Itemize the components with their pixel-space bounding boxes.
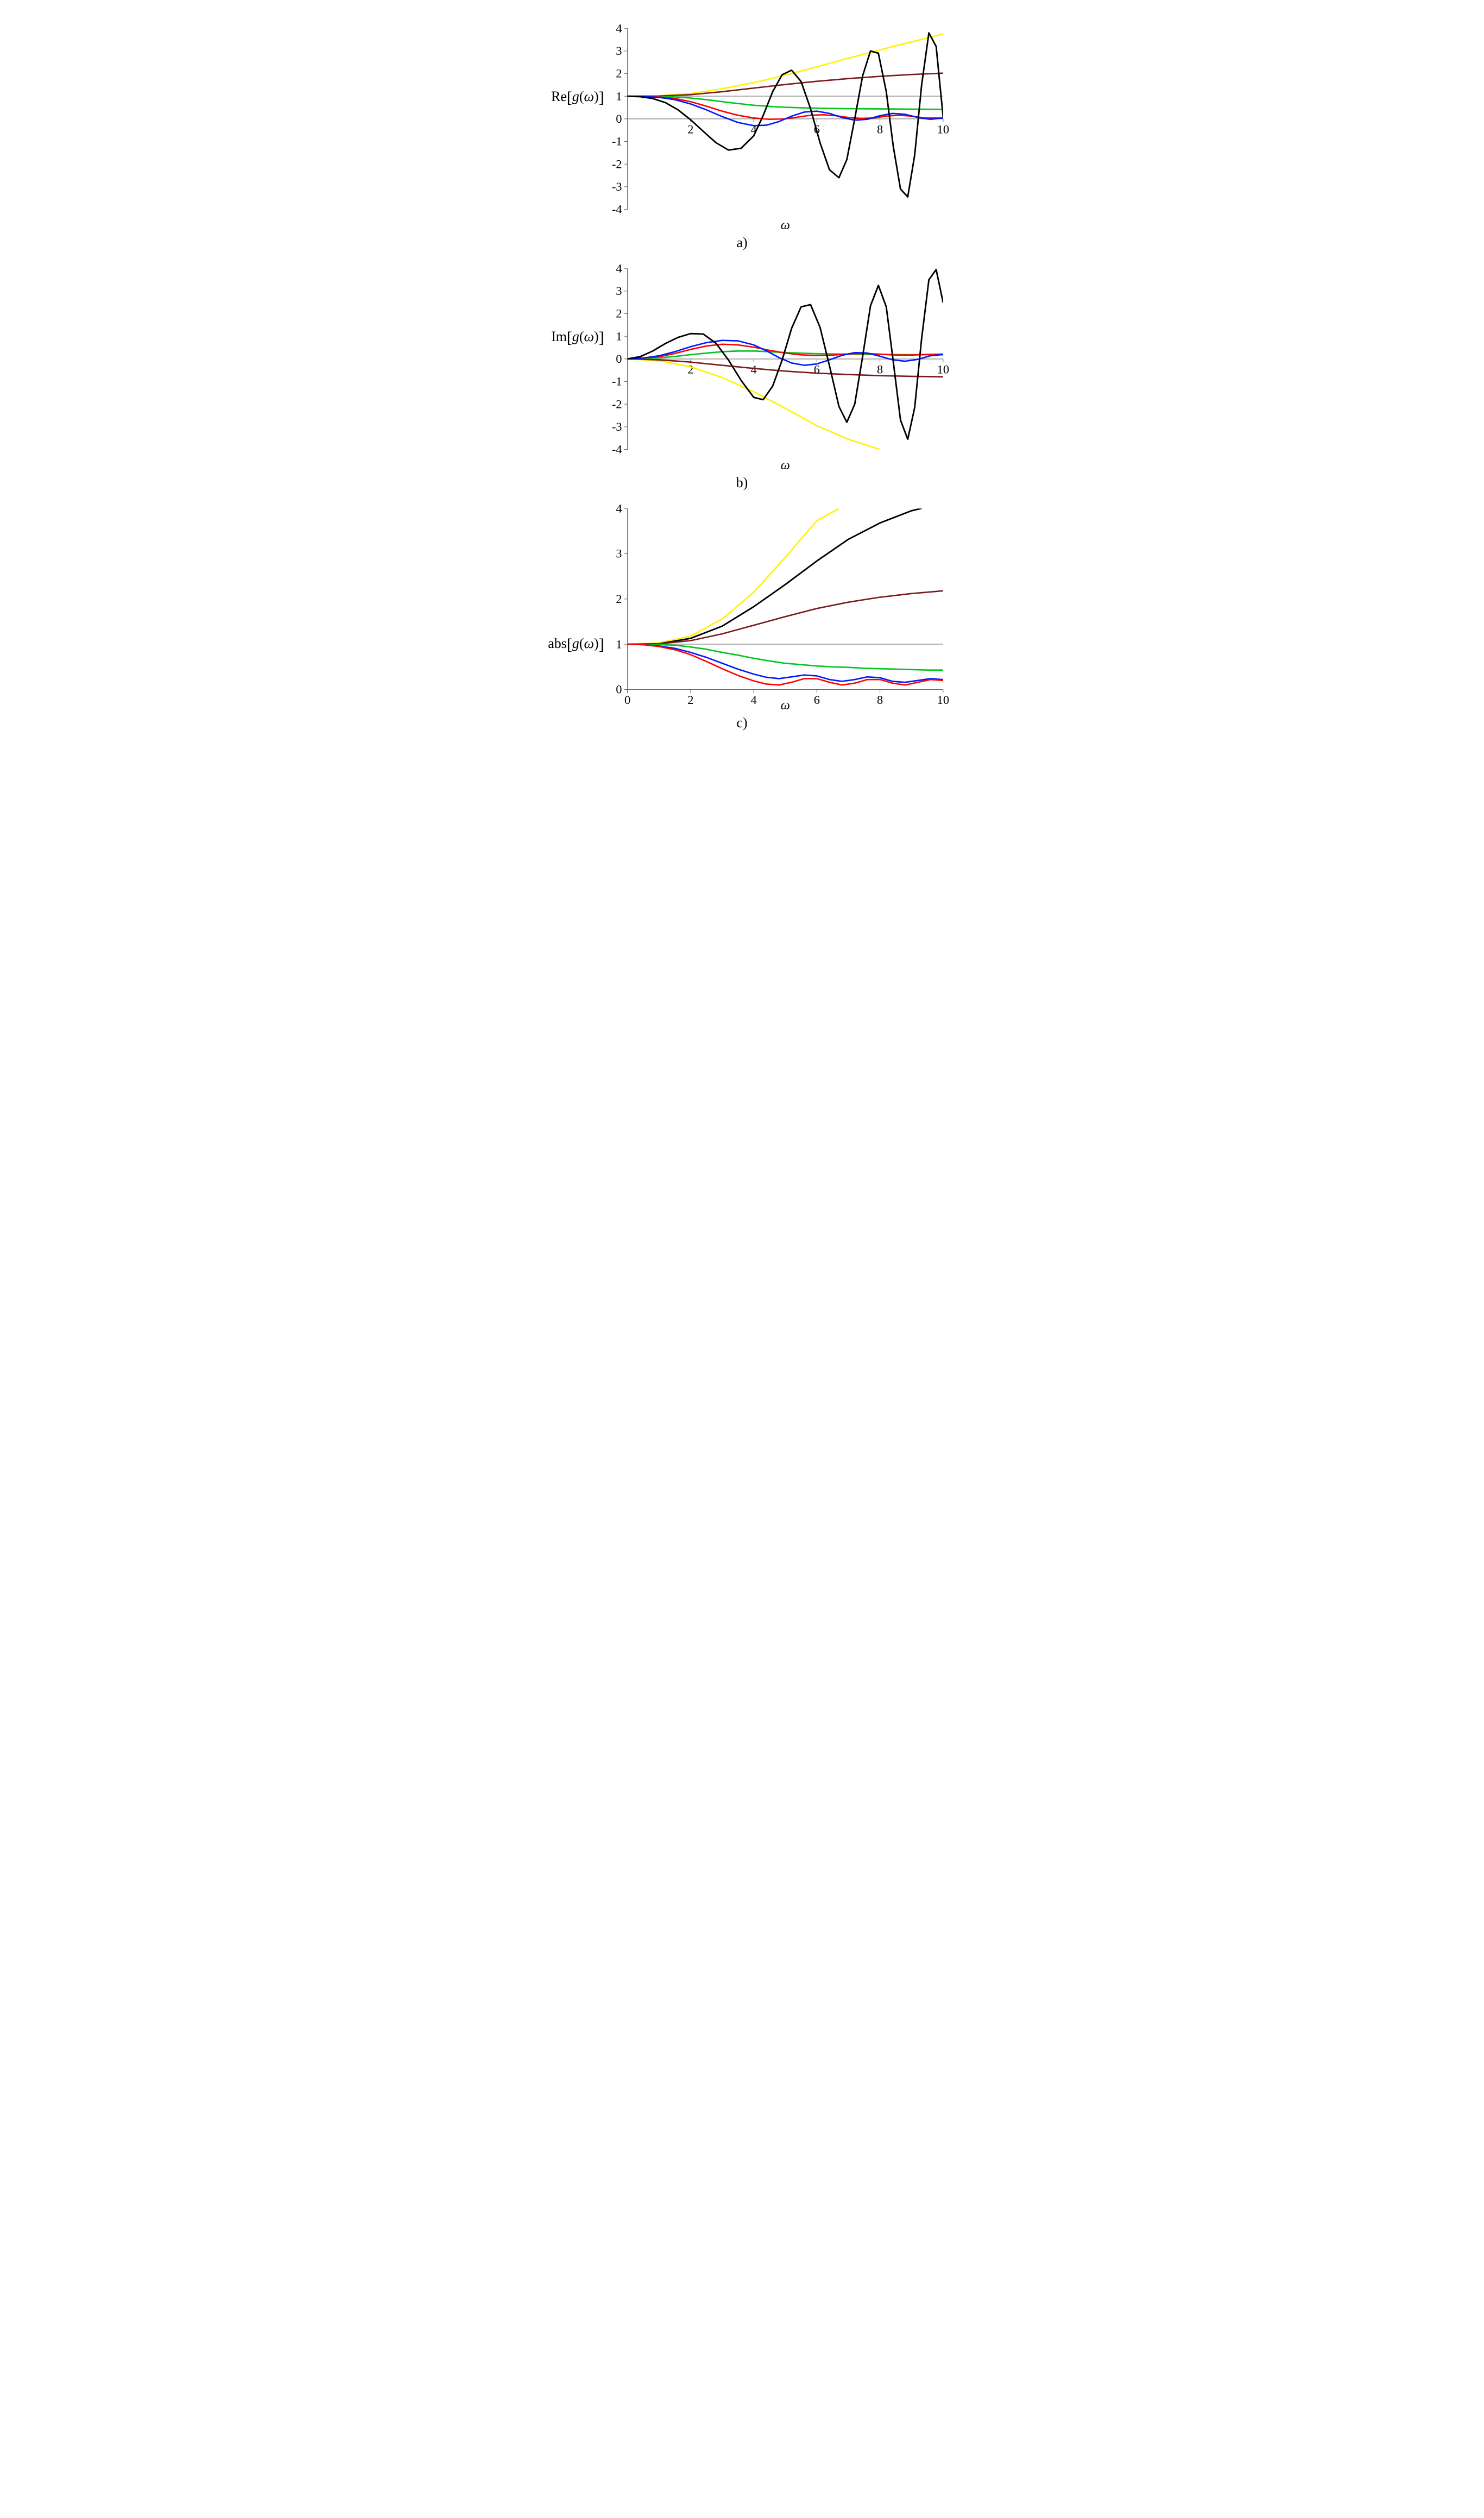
y-label-var: g — [572, 635, 579, 652]
x-tick-label: 2 — [687, 122, 693, 136]
y-tick-label: -4 — [611, 443, 622, 456]
y-label-prefix: Re — [551, 89, 567, 105]
series-red — [627, 644, 943, 685]
y-label-arg: ω — [584, 329, 593, 345]
bracket-close: ] — [599, 635, 604, 654]
x-label: ω — [780, 698, 790, 712]
panel-b-chart: -4-3-2-101234246810ω — [607, 262, 949, 471]
panel-c-chart: 0 1 2 3 4 0 2 4 6 8 10 ω — [607, 502, 949, 712]
series-darkred — [627, 359, 943, 377]
paren-open: ( — [579, 329, 584, 345]
x-label: ω — [780, 218, 790, 231]
paren-open: ( — [579, 89, 584, 105]
panel-b: Im[g(ω)]-4-3-2-101234246810ωb) — [536, 262, 949, 491]
chart-wrap: Re[g(ω)]-4-3-2-101234246810ω — [536, 22, 949, 231]
paren-open: ( — [579, 635, 584, 652]
svg-holder: 0 1 2 3 4 0 2 4 6 8 10 ω — [607, 502, 949, 712]
x-tick-label: 8 — [877, 362, 883, 376]
chart-wrap: Im[g(ω)]-4-3-2-101234246810ω — [536, 262, 949, 471]
panel-caption: c) — [536, 715, 949, 731]
x-label: ω — [780, 458, 790, 471]
y-tick-label: 4 — [616, 22, 622, 35]
y-tick-label: 3 — [616, 547, 622, 561]
bracket-open: [ — [567, 89, 572, 107]
y-tick-label: -1 — [611, 375, 622, 388]
x-tick-label: 10 — [937, 693, 948, 707]
chart-wrap: abs[g(ω)]012340246810ω — [536, 502, 949, 712]
y-tick-label: 0 — [616, 683, 622, 696]
panel-caption: b) — [536, 475, 949, 491]
figure: Re[g(ω)]-4-3-2-101234246810ωa)Im[g(ω)]-4… — [536, 22, 949, 731]
x-tick-label: 8 — [877, 122, 883, 136]
svg-holder: -4-3-2-101234246810ω — [607, 22, 949, 231]
y-tick-label: -3 — [611, 180, 622, 193]
series-black — [627, 508, 921, 644]
y-tick-label: -3 — [611, 420, 622, 433]
paren-close: ) — [594, 635, 599, 652]
bracket-open: [ — [567, 329, 572, 347]
y-label: abs[g(ω)] — [536, 502, 607, 712]
panel-a: Re[g(ω)]-4-3-2-101234246810ωa) — [536, 22, 949, 251]
paren-close: ) — [594, 89, 599, 105]
svg-holder: -4-3-2-101234246810ω — [607, 262, 949, 471]
panel-a-chart: -4-3-2-101234246810ω — [607, 22, 949, 231]
y-label-arg: ω — [584, 89, 593, 105]
x-tick-label: 8 — [877, 693, 883, 707]
paren-close: ) — [594, 329, 599, 345]
series-yellow — [627, 508, 838, 644]
x-tick-label: 10 — [937, 122, 948, 136]
y-tick-label: 2 — [616, 67, 622, 80]
y-label-var: g — [572, 89, 579, 105]
y-label: Re[g(ω)] — [536, 22, 607, 231]
y-label-var: g — [572, 329, 579, 345]
bracket-close: ] — [599, 329, 604, 347]
x-tick-label: 0 — [624, 693, 630, 707]
y-tick-label: 1 — [616, 638, 622, 651]
x-tick-label: 4 — [750, 693, 756, 707]
x-tick-label: 10 — [937, 362, 948, 376]
y-label: Im[g(ω)] — [536, 262, 607, 471]
y-tick-label: -2 — [611, 397, 622, 411]
y-tick-label: 3 — [616, 44, 622, 58]
y-tick-label: 2 — [616, 592, 622, 606]
panel-caption: a) — [536, 235, 949, 251]
x-tick-label: 4 — [750, 122, 756, 136]
y-tick-label: -2 — [611, 157, 622, 171]
series-yellow — [627, 34, 943, 97]
x-tick-label: 2 — [687, 362, 693, 376]
series-darkred — [627, 591, 943, 644]
y-tick-label: 1 — [616, 89, 622, 103]
y-tick-label: 4 — [616, 262, 622, 275]
y-label-arg: ω — [584, 635, 593, 652]
y-tick-label: 2 — [616, 307, 622, 320]
x-tick-label: 2 — [687, 693, 693, 707]
bracket-close: ] — [599, 89, 604, 107]
y-tick-label: -1 — [611, 135, 622, 148]
y-tick-label: 4 — [616, 502, 622, 515]
y-tick-label: -4 — [611, 203, 622, 216]
series-darkred — [627, 73, 943, 96]
y-tick-label: 0 — [616, 352, 622, 366]
bracket-open: [ — [567, 635, 572, 654]
y-label-prefix: abs — [548, 635, 567, 652]
y-label-prefix: Im — [551, 329, 567, 345]
y-tick-label: 1 — [616, 329, 622, 343]
panel-c: abs[g(ω)]012340246810ωc) — [536, 502, 949, 731]
y-tick-label: 0 — [616, 112, 622, 125]
series-blue — [627, 96, 943, 125]
y-tick-label: 3 — [616, 284, 622, 298]
x-tick-label: 6 — [813, 693, 819, 707]
